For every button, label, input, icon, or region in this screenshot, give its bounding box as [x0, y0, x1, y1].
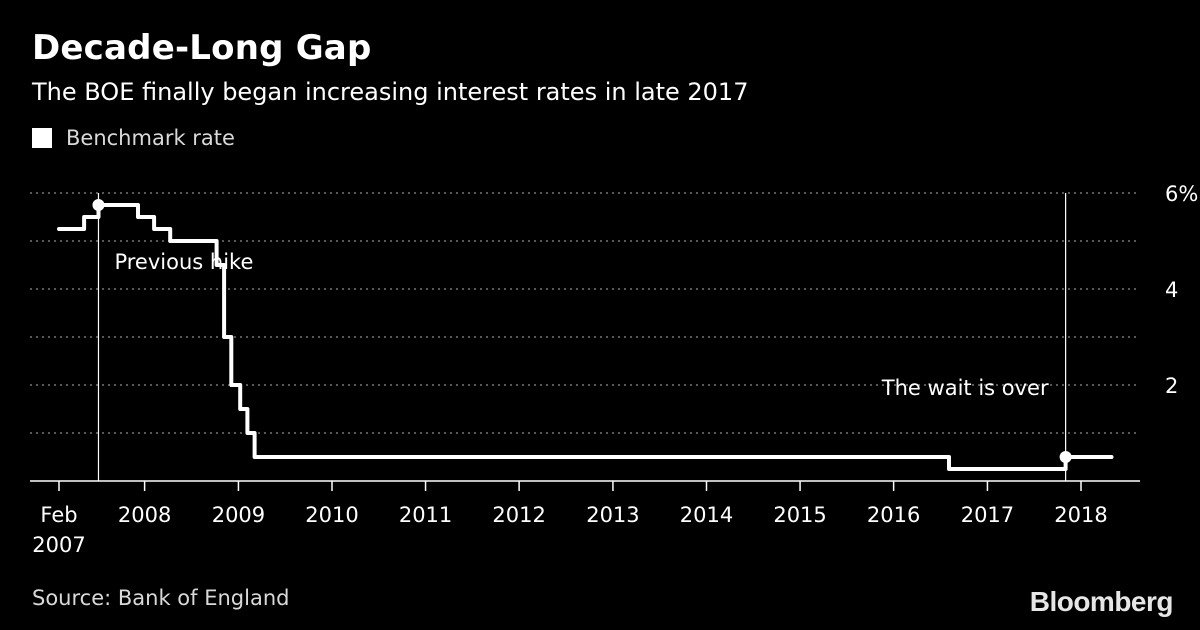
series-line-benchmark-rate: [57, 203, 1114, 471]
chart-title: Decade-Long Gap: [32, 28, 372, 68]
x-tick-label: 2011: [399, 503, 452, 527]
x-tick-label: 2016: [867, 503, 920, 527]
x-tick-label-year: 2007: [32, 533, 85, 557]
source-note: Source: Bank of England: [32, 586, 290, 610]
x-tick-label: 2009: [212, 503, 265, 527]
y-tick-label: 2: [1165, 374, 1178, 398]
x-tick-label: 2013: [586, 503, 639, 527]
x-tick-label: 2018: [1054, 503, 1107, 527]
x-tick-label: 2008: [118, 503, 171, 527]
x-tick-label: 2010: [305, 503, 358, 527]
legend-label: Benchmark rate: [66, 126, 235, 150]
y-tick-label: 4: [1165, 278, 1178, 302]
legend-swatch: [32, 128, 52, 148]
legend: Benchmark rate: [32, 126, 235, 150]
annotation-marker: [92, 199, 105, 211]
y-tick-label: 6%: [1165, 182, 1198, 206]
chart-subtitle: The BOE finally began increasing interes…: [32, 78, 749, 106]
x-tick-label: 2015: [773, 503, 826, 527]
bloomberg-logo: Bloomberg: [1029, 586, 1174, 617]
x-tick-label: 2012: [492, 503, 545, 527]
annotation-label: Previous hike: [114, 250, 253, 274]
x-tick-label: 2014: [680, 503, 733, 527]
annotation-label: The wait is over: [881, 376, 1049, 400]
x-tick-label: 2017: [961, 503, 1014, 527]
annotation-marker: [1059, 451, 1072, 463]
x-tick-label: Feb: [40, 503, 77, 527]
